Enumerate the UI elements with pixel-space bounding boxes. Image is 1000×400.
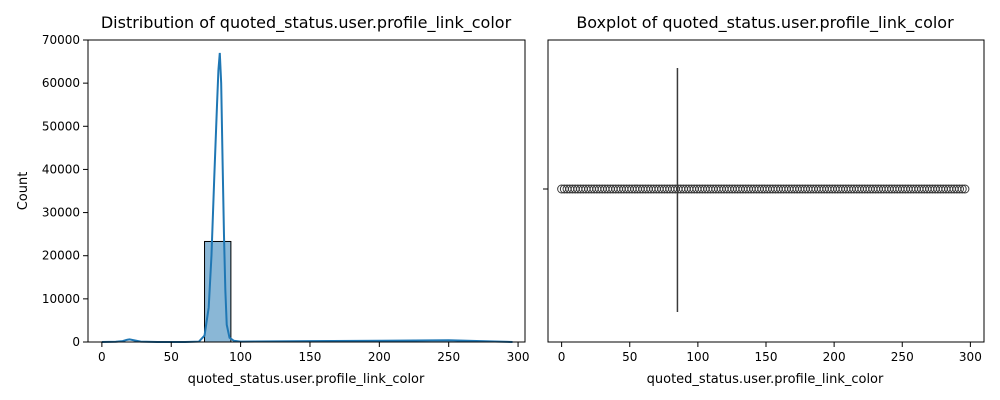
x-tick-label: 150 <box>755 350 778 364</box>
x-tick-label: 200 <box>823 350 846 364</box>
y-tick-label: 0 <box>72 335 80 349</box>
x-tick-label: 250 <box>891 350 914 364</box>
y-tick-label: 20000 <box>42 249 80 263</box>
y-tick-label: 30000 <box>42 206 80 220</box>
x-tick-label: 50 <box>164 350 179 364</box>
x-tick-label: 0 <box>98 350 106 364</box>
histogram-axes-frame <box>87 39 526 343</box>
y-tick-label: 50000 <box>42 119 80 133</box>
outlier-point <box>957 184 967 194</box>
x-tick-label: 50 <box>622 350 637 364</box>
x-tick-label: 200 <box>368 350 391 364</box>
x-tick-label: 100 <box>686 350 709 364</box>
histogram-y-label: Count <box>16 172 31 211</box>
x-tick-label: 300 <box>959 350 982 364</box>
kde-line <box>101 52 513 343</box>
boxplot-x-label: quoted_status.user.profile_link_color <box>647 372 884 387</box>
outlier-point <box>960 184 970 194</box>
boxplot-x-ticks: 0 50 100 150 200 250 300 <box>558 342 982 364</box>
y-tick-label: 40000 <box>42 162 80 176</box>
x-tick-label: 250 <box>437 350 460 364</box>
boxplot-title: Boxplot of quoted_status.user.profile_li… <box>576 13 954 33</box>
y-tick-label: 60000 <box>42 76 80 90</box>
y-tick-label: 10000 <box>42 292 80 306</box>
histogram-title: Distribution of quoted_status.user.profi… <box>101 13 512 33</box>
x-tick-label: 150 <box>299 350 322 364</box>
x-tick-label: 0 <box>558 350 566 364</box>
histogram-panel: Distribution of quoted_status.user.profi… <box>16 13 530 387</box>
histogram-x-label: quoted_status.user.profile_link_color <box>188 372 425 387</box>
boxplot-panel: Boxplot of quoted_status.user.profile_li… <box>543 13 985 387</box>
histogram-y-ticks: 0 10000 20000 30000 40000 50000 60000 70000 <box>42 33 88 349</box>
outlier-point <box>955 184 965 194</box>
x-tick-label: 100 <box>229 350 252 364</box>
y-tick-label: 70000 <box>42 33 80 47</box>
histogram-x-ticks: 0 50 100 150 200 250 300 <box>98 342 530 364</box>
x-tick-label: 300 <box>507 350 530 364</box>
boxplot-outliers <box>557 184 970 194</box>
